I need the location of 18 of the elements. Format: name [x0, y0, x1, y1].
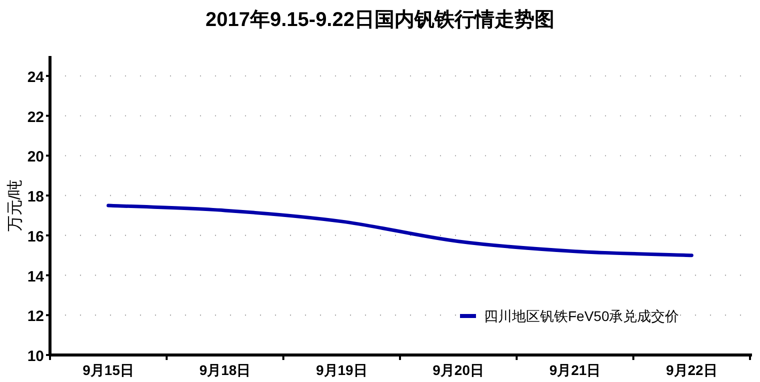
y-tick-label: 10	[27, 348, 44, 365]
y-tick-label: 18	[27, 188, 44, 206]
y-tick-label: 14	[27, 268, 45, 286]
chart-title: 2017年9.15-9.22日国内钒铁行情走势图	[205, 9, 555, 31]
x-tick-label: 9月21日	[549, 362, 601, 378]
y-tick-label: 24	[27, 68, 45, 86]
x-tick-label: 9月18日	[199, 362, 251, 378]
line-series	[106, 204, 694, 258]
x-tick-label: 9月22日	[666, 362, 718, 378]
y-tick-label: 22	[27, 108, 44, 126]
y-tick-label: 12	[27, 308, 44, 326]
y-tick-label: 16	[27, 228, 44, 246]
x-tick-label: 9月19日	[316, 362, 368, 378]
legend-label: 四川地区钒铁FeV50承兑成交价	[484, 308, 680, 324]
y-axis-title: 万元/吨	[6, 179, 24, 232]
y-tick-label: 20	[27, 148, 44, 166]
x-tick-label: 9月20日	[432, 362, 484, 378]
x-tick-label: 9月15日	[82, 362, 134, 378]
